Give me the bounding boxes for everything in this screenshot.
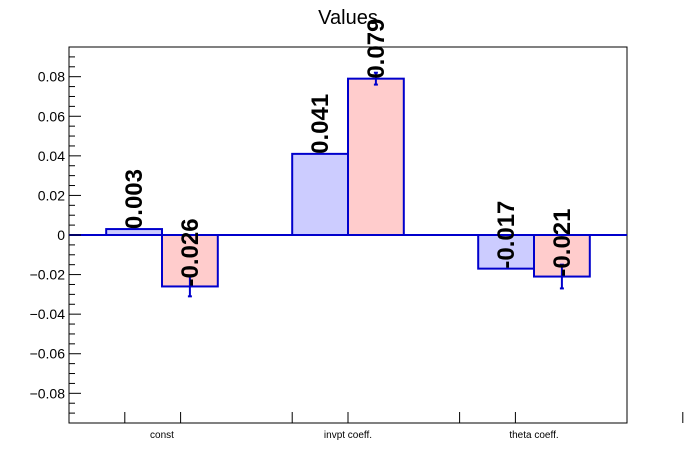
x-tick-label: invpt coeff. (324, 430, 372, 441)
y-axis: 0.08 0.06 0.04 0.02 0 −0.02 −0.04 −0.06 −0.08 (30, 46, 81, 424)
x-tick-label: theta coeff. (509, 430, 558, 441)
bars-layer (69, 71, 627, 298)
y-tick-label: 0.06 (38, 108, 65, 124)
data-label: 0.041 (307, 94, 334, 154)
bar-s2-invpt-coeff- (347, 77, 405, 236)
data-label: 0.079 (363, 19, 390, 79)
value-labels: 0.003 0.041 -0.017 -0.026 0.079 -0.021 (121, 19, 576, 287)
data-label: -0.017 (493, 201, 520, 269)
y-tick-label: −0.04 (30, 306, 66, 322)
bar-s1-invpt-coeff- (291, 152, 350, 236)
y-tick-label: 0.04 (38, 148, 65, 164)
y-tick-label: 0.02 (38, 187, 65, 203)
data-label: -0.021 (549, 208, 576, 276)
x-tick-label: const (150, 430, 174, 441)
y-tick-label: 0 (57, 227, 65, 243)
y-tick-label: 0.08 (38, 69, 65, 85)
y-tick-label: −0.02 (30, 267, 66, 283)
data-label: 0.003 (121, 169, 148, 229)
y-tick-label: −0.08 (30, 385, 66, 401)
data-label: -0.026 (177, 218, 204, 286)
y-tick-label: −0.06 (30, 346, 66, 362)
chart-title: Values (318, 7, 378, 29)
x-axis: const invpt coeff. theta coeff. (124, 412, 684, 441)
